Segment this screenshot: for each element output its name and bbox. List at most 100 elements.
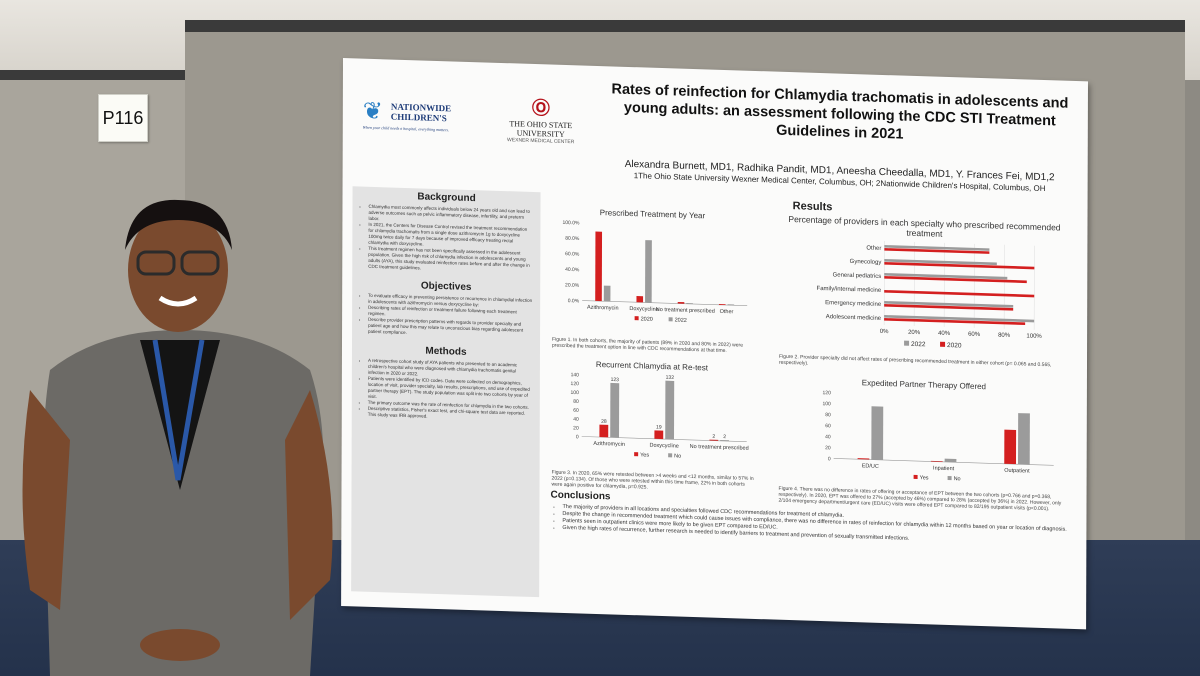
category-label: Azithromycin: [593, 441, 624, 448]
x-tick-label: 20%: [908, 330, 921, 336]
y-tick-label: 0.0%: [568, 298, 580, 304]
background-item: This treatment regimen has not been spec…: [368, 246, 532, 275]
category-label: Family/internal medicine: [817, 286, 882, 294]
bar: [720, 439, 730, 442]
y-tick-label: 60: [573, 408, 579, 414]
x-tick-label: 100%: [1026, 333, 1042, 340]
category-label: Adolescent medicine: [826, 314, 882, 322]
y-tick-label: 80: [825, 412, 831, 418]
bar: [665, 380, 675, 440]
methods-list: A retrospective cohort study of AYA pati…: [352, 357, 540, 423]
left-arm: [22, 390, 70, 610]
hair: [125, 199, 232, 250]
y-tick-label: 80.0%: [565, 236, 580, 242]
ohio-state-logo: Ⓞ THE OHIO STATE UNIVERSITY WEXNER MEDIC…: [491, 93, 591, 145]
figure-4-chart: 0 20 40 60 80 100 120 ED/UC Inpatient Outpatient Y…: [822, 390, 1054, 482]
y-tick-label: 20: [573, 425, 579, 431]
category-label: Doxycycline: [629, 306, 658, 313]
logo-tagline: When your child needs a hospital, everyt…: [362, 124, 450, 133]
bar: [677, 301, 685, 304]
smile: [158, 295, 198, 307]
category-label: Outpatient: [1004, 468, 1030, 475]
data-label: 2: [723, 434, 726, 440]
glasses-right-lens: [180, 250, 220, 276]
legend-label: 2022: [675, 317, 687, 323]
category-label: ED/UC: [862, 463, 879, 470]
butterfly-icon: ❦: [362, 97, 383, 126]
background-list: Chlamydia most commonly affects individu…: [352, 203, 540, 275]
category-label: Azithromycin: [587, 305, 618, 312]
presenter-person: [22, 199, 333, 676]
bar: [718, 304, 726, 306]
bar: [884, 290, 1035, 298]
bar: [610, 382, 620, 438]
bar: [884, 301, 1014, 308]
objectives-list: To evaluate efficacy in preventing persi…: [352, 292, 540, 340]
data-label: 132: [666, 375, 675, 381]
y-tick-label: 20: [825, 445, 831, 451]
right-arm: [285, 390, 333, 620]
figure-3: Recurrent Chlamydia at Re-test 0 20 40 60 80…: [552, 359, 752, 480]
bar: [884, 276, 1027, 284]
legend-label: No: [954, 476, 961, 482]
category-label: No treatment prescribed: [656, 307, 715, 315]
bar: [884, 262, 1035, 270]
bar: [857, 458, 870, 460]
legend-label: Yes: [640, 452, 649, 458]
bar: [884, 315, 1035, 323]
y-tick-label: 0: [828, 456, 831, 462]
category-label: Emergency medicine: [825, 300, 882, 308]
left-column: Background Chlamydia most commonly affec…: [351, 186, 541, 598]
glasses-left-lens: [136, 250, 176, 276]
x-tick-label: 60%: [968, 332, 981, 338]
bar: [1017, 413, 1030, 465]
legend-swatch: [947, 476, 952, 481]
category-label: No treatment prescribed: [690, 444, 749, 452]
bar: [884, 245, 990, 251]
nationwide-childrens-logo: ❦ NATIONWIDE CHILDREN'S When your child …: [363, 95, 463, 138]
y-tick-label: 40: [825, 434, 831, 440]
lanyard: [152, 339, 205, 481]
bar: [686, 303, 693, 304]
category-label: Other: [720, 309, 734, 315]
bar: [884, 318, 1026, 326]
category-label: Gynecology: [850, 259, 882, 266]
y-tick-label: 80: [573, 399, 579, 405]
bar: [871, 406, 884, 460]
category-label: Inpatient: [933, 466, 955, 473]
bar: [603, 285, 611, 302]
bar: [884, 273, 1008, 280]
legend-swatch: [904, 340, 910, 346]
bar: [654, 430, 664, 440]
bar: [1004, 429, 1017, 465]
y-tick-label: 40.0%: [565, 267, 580, 273]
poster-title: Rates of reinfection for Chlamydia trach…: [611, 81, 1069, 143]
figure-3-chart: 0 20 40 60 80 100 120 140 28 123 Azithromycin 19 132…: [571, 372, 749, 459]
bar: [930, 460, 943, 462]
y-tick-label: 40: [573, 417, 579, 423]
y-tick-label: 120: [571, 381, 580, 387]
figure-4: Expedited Partner Therapy Offered 0 20 40 6…: [774, 376, 1074, 500]
board-number-sign: P116: [98, 94, 148, 142]
data-label: 19: [656, 424, 662, 430]
legend-label: 2020: [641, 316, 653, 322]
y-tick-label: 100: [571, 390, 580, 396]
y-tick-label: 120: [823, 390, 832, 396]
bar: [709, 439, 719, 441]
bar: [595, 231, 603, 302]
legend-label: No: [674, 453, 681, 459]
figure-2-chart: 0% 20% 40% 60% 80% 100% Other Gynecology General…: [817, 241, 1042, 349]
legend-swatch: [634, 452, 639, 457]
bar: [636, 295, 644, 303]
y-tick-label: 140: [571, 372, 580, 378]
x-tick-label: 40%: [938, 331, 951, 337]
legend-swatch: [940, 341, 946, 347]
y-tick-label: 0: [576, 434, 579, 440]
legend-swatch: [668, 453, 673, 458]
bar: [884, 259, 997, 266]
gray-vest: [43, 330, 324, 676]
legend-swatch: [634, 316, 639, 321]
x-tick-label: 0%: [880, 329, 889, 335]
bar: [727, 304, 735, 306]
bar: [884, 304, 1014, 311]
